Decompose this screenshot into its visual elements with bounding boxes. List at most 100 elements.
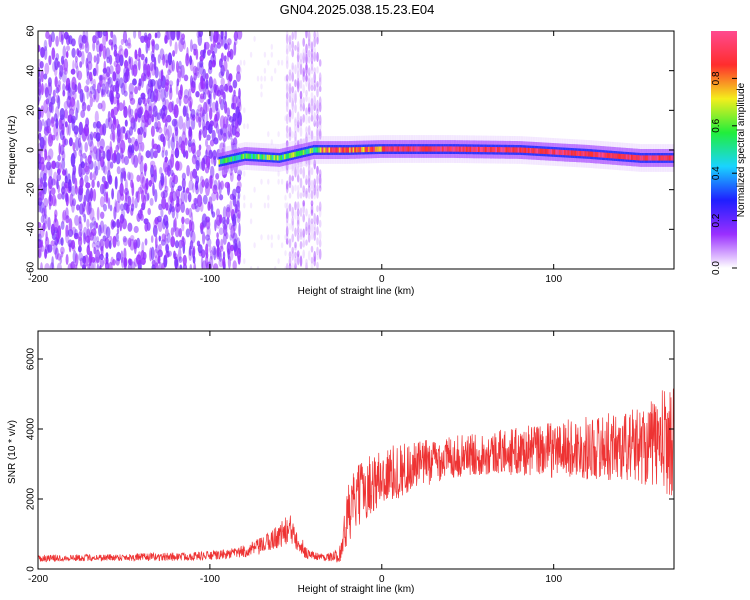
heatmap-cell bbox=[74, 177, 78, 189]
heatmap-cell bbox=[636, 155, 639, 161]
heatmap-cell bbox=[601, 152, 604, 158]
heatmap-cell bbox=[40, 262, 43, 269]
heatmap-cell bbox=[658, 155, 661, 161]
heatmap-cell bbox=[78, 149, 83, 157]
heatmap-cell bbox=[256, 154, 259, 160]
heatmap-cell bbox=[288, 69, 292, 76]
heatmap-cell bbox=[608, 153, 611, 159]
heatmap-cell bbox=[77, 82, 82, 94]
heatmap-cell bbox=[38, 107, 42, 120]
heatmap-cell bbox=[302, 228, 306, 238]
heatmap-cell bbox=[299, 207, 303, 217]
snr-ytick-label: 2000 bbox=[26, 487, 37, 510]
heatmap-cell bbox=[126, 67, 130, 77]
heatmap-cell bbox=[297, 151, 300, 157]
heatmap-cell bbox=[634, 155, 637, 161]
heatmap-cell bbox=[171, 148, 175, 158]
heatmap-cell bbox=[108, 261, 113, 269]
heatmap-cell bbox=[199, 129, 203, 136]
heatmap-cell bbox=[195, 205, 200, 213]
heatmap-cell bbox=[192, 43, 198, 51]
heatmap-cell bbox=[160, 69, 164, 82]
heatmap-cell bbox=[307, 67, 311, 76]
heatmap-cell bbox=[230, 124, 233, 138]
heatmap-cell bbox=[238, 87, 241, 100]
heatmap-cell bbox=[310, 41, 314, 53]
heatmap-cell bbox=[176, 196, 180, 208]
heatmap-cell bbox=[342, 147, 345, 153]
heatmap-cell bbox=[440, 146, 443, 152]
heatmap-cell bbox=[263, 67, 267, 74]
heatmap-cell bbox=[325, 147, 328, 153]
heatmap-cell bbox=[57, 80, 61, 88]
heatmap-cell bbox=[143, 63, 148, 77]
heatmap-cell bbox=[123, 155, 129, 166]
heatmap-cell bbox=[174, 240, 180, 249]
heatmap-cell bbox=[234, 126, 240, 134]
heatmap-cell bbox=[115, 78, 120, 89]
heatmap-cell bbox=[74, 61, 78, 69]
heatmap-cell bbox=[92, 188, 97, 202]
heatmap-cell bbox=[237, 155, 240, 161]
heatmap-cell bbox=[149, 148, 154, 160]
heatmap-cell bbox=[288, 256, 292, 267]
heatmap-cell bbox=[534, 148, 537, 154]
heatmap-cell bbox=[593, 151, 596, 157]
heatmap-cell bbox=[660, 155, 663, 161]
heatmap-cell bbox=[118, 132, 124, 142]
heatmap-cell bbox=[179, 264, 183, 269]
heatmap-cell bbox=[305, 89, 308, 97]
heatmap-cell bbox=[176, 60, 179, 73]
heatmap-cell bbox=[85, 31, 89, 43]
heatmap-cell bbox=[132, 64, 138, 77]
heatmap-cell bbox=[91, 256, 96, 263]
heatmap-cell bbox=[78, 121, 84, 136]
heatmap-cell bbox=[109, 235, 113, 242]
heatmap-cell bbox=[205, 216, 211, 223]
heatmap-cell bbox=[302, 200, 306, 207]
heatmap-cell bbox=[62, 90, 66, 97]
heatmap-cell bbox=[183, 74, 189, 82]
heatmap-cell bbox=[277, 178, 280, 185]
heatmap-cell bbox=[560, 149, 563, 155]
heatmap-cell bbox=[285, 180, 289, 190]
heatmap-cell bbox=[177, 185, 183, 192]
heatmap-cell bbox=[564, 150, 566, 156]
heatmap-cell bbox=[307, 185, 311, 193]
heatmap-cell bbox=[170, 236, 176, 248]
heatmap-cell bbox=[52, 89, 56, 99]
heatmap-cell bbox=[81, 50, 85, 65]
heatmap-cell bbox=[400, 146, 403, 152]
heatmap-cell bbox=[81, 92, 86, 107]
heatmap-cell bbox=[316, 108, 319, 115]
heatmap-cell bbox=[285, 97, 289, 107]
heatmap-cell bbox=[228, 250, 234, 261]
heatmap-cell bbox=[313, 250, 317, 262]
heatmap-cell bbox=[318, 173, 322, 185]
heatmap-cell bbox=[105, 66, 111, 78]
heatmap-cell bbox=[103, 165, 108, 175]
heatmap-cell bbox=[299, 79, 303, 89]
heatmap-cell bbox=[505, 147, 508, 153]
heatmap-cell bbox=[277, 258, 280, 265]
heatmap-cell bbox=[133, 60, 138, 70]
heatmap-cell bbox=[316, 114, 319, 121]
heatmap-cell bbox=[57, 61, 61, 68]
colorbar: 0.0 0.2 0.4 0.6 0.8 Normalized spectral ampl… bbox=[711, 31, 747, 275]
heatmap-cell bbox=[285, 220, 289, 228]
heatmap-cell bbox=[383, 146, 386, 152]
heatmap-cell bbox=[318, 147, 321, 153]
heatmap-cell bbox=[335, 147, 338, 153]
heatmap-cell bbox=[253, 35, 256, 42]
heatmap-cell bbox=[101, 100, 106, 112]
heatmap-cell bbox=[47, 93, 52, 108]
heatmap-cell bbox=[80, 110, 86, 118]
heatmap-cell bbox=[397, 146, 400, 152]
colorbar-tick-label: 0.2 bbox=[711, 213, 722, 227]
heatmap-cell bbox=[294, 90, 297, 99]
heatmap-cell bbox=[201, 213, 208, 228]
heatmap-cell bbox=[302, 190, 306, 198]
heatmap-cell bbox=[267, 234, 270, 241]
heatmap-cell bbox=[288, 223, 292, 231]
heatmap-cell bbox=[138, 58, 141, 71]
